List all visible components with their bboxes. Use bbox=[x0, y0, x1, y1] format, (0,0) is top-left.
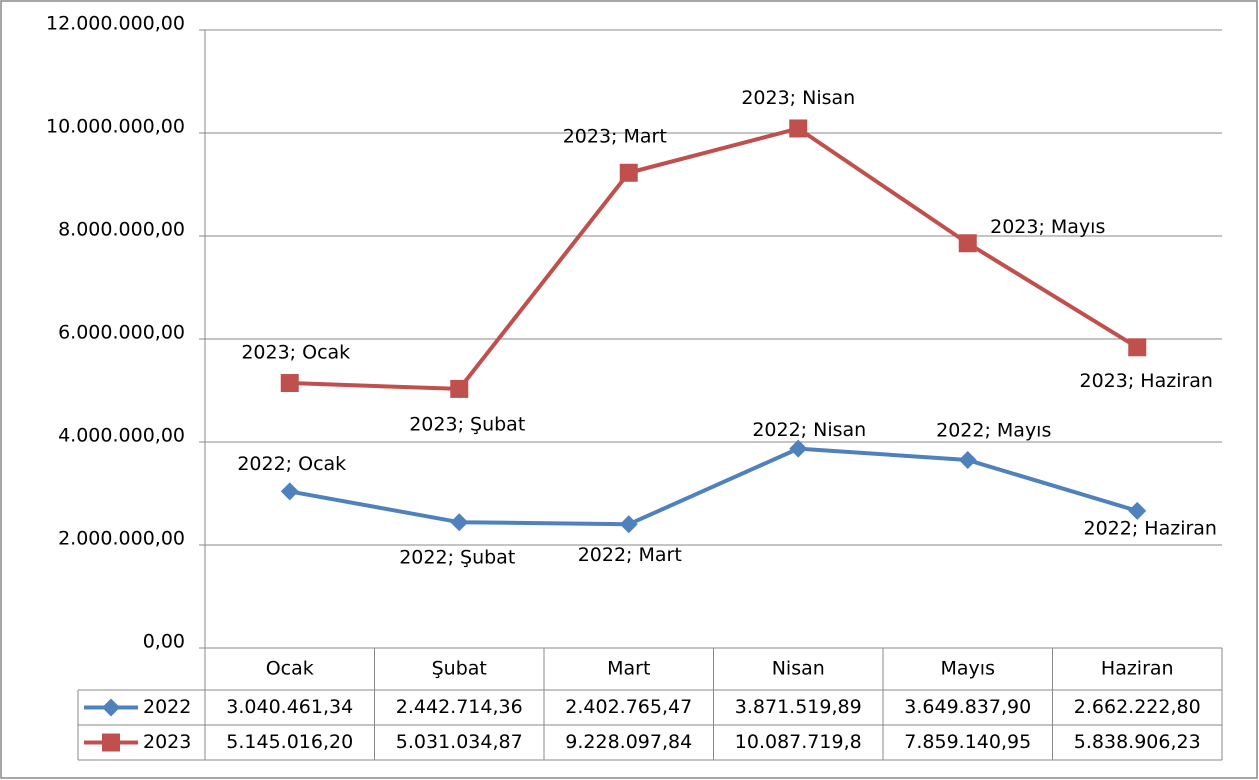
x-tick-label: Mart bbox=[607, 658, 650, 680]
marker bbox=[102, 698, 120, 717]
table-cell: 2.402.765,47 bbox=[565, 696, 692, 718]
table-cell: 9.228.097,84 bbox=[565, 731, 692, 753]
data-label: 2023; Mayıs bbox=[990, 216, 1105, 238]
table-cell: 2.442.714,36 bbox=[396, 696, 523, 718]
y-tick-label: 4.000.000,00 bbox=[58, 425, 185, 447]
y-tick-label: 6.000.000,00 bbox=[58, 322, 185, 344]
table-cell: 5.031.034,87 bbox=[396, 731, 523, 753]
y-tick-label: 2.000.000,00 bbox=[58, 528, 185, 550]
line bbox=[289, 126, 1139, 391]
data-label: 2023; Şubat bbox=[409, 413, 525, 435]
y-tick-label: 0,00 bbox=[143, 631, 185, 653]
marker bbox=[619, 163, 638, 182]
data-label: 2023; Nisan bbox=[741, 87, 855, 109]
table-cell: 3.649.837,90 bbox=[904, 696, 1031, 718]
y-tick-label: 12.000.000,00 bbox=[46, 13, 185, 35]
data-label: 2023; Haziran bbox=[1080, 370, 1213, 392]
data-label: 2022; Ocak bbox=[237, 453, 346, 475]
x-tick-label: Haziran bbox=[1101, 658, 1174, 680]
table-cell: 10.087.719,8 bbox=[735, 731, 862, 753]
data-label: 2022; Haziran bbox=[1084, 517, 1217, 539]
marker bbox=[450, 379, 469, 398]
data-label: 2023; Mart bbox=[563, 125, 667, 147]
data-label: 2022; Şubat bbox=[399, 547, 515, 569]
marker bbox=[789, 439, 808, 458]
table-cell: 5.145.016,20 bbox=[226, 731, 353, 753]
marker bbox=[619, 515, 638, 534]
marker bbox=[102, 733, 120, 752]
data-label: 2022; Mart bbox=[578, 544, 682, 566]
marker bbox=[1128, 338, 1147, 357]
data-label: 2022; Mayıs bbox=[936, 420, 1051, 442]
y-tick-label: 10.000.000,00 bbox=[46, 116, 185, 138]
marker bbox=[1128, 501, 1147, 520]
x-tick-label: Şubat bbox=[432, 658, 487, 680]
marker bbox=[280, 482, 299, 501]
legend-label: 2023 bbox=[143, 731, 191, 753]
table-cell: 3.040.461,34 bbox=[226, 696, 353, 718]
y-tick-label: 8.000.000,00 bbox=[58, 219, 185, 241]
marker bbox=[958, 451, 977, 470]
marker bbox=[450, 513, 469, 532]
marker bbox=[958, 234, 977, 253]
table-cell: 3.871.519,89 bbox=[735, 696, 862, 718]
x-tick-label: Ocak bbox=[266, 658, 314, 680]
table-cell: 7.859.140,95 bbox=[904, 731, 1031, 753]
data-label: 2022; Nisan bbox=[752, 419, 866, 441]
x-tick-label: Nisan bbox=[772, 658, 825, 680]
marker bbox=[789, 119, 808, 138]
line bbox=[289, 446, 1138, 527]
table-cell: 2.662.222,80 bbox=[1074, 696, 1201, 718]
legend-label: 2022 bbox=[143, 696, 191, 718]
x-tick-label: Mayıs bbox=[941, 658, 995, 680]
data-label: 2023; Ocak bbox=[241, 342, 350, 364]
table-cell: 5.838.906,23 bbox=[1074, 731, 1201, 753]
marker bbox=[280, 374, 299, 393]
